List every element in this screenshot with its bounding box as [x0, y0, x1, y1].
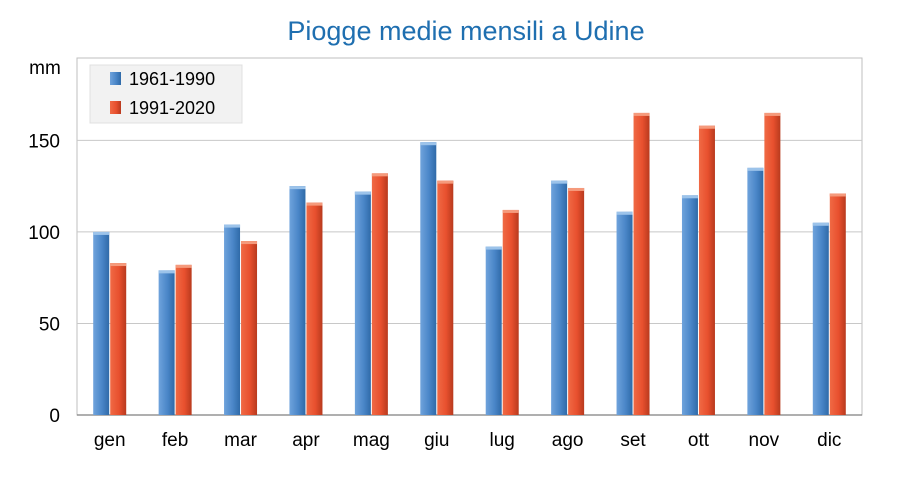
- x-tick-label-ott: ott: [688, 430, 710, 451]
- bar-top-gen-1961-1990: [93, 231, 110, 235]
- bar-top-set-1961-1990: [616, 211, 633, 215]
- bar-feb-1961-1990: [158, 270, 175, 415]
- bar-ago-1991-2020: [568, 187, 585, 415]
- bar-top-nov-1961-1990: [747, 167, 764, 171]
- bar-top-ago-1961-1990: [551, 180, 568, 184]
- bar-giu-1961-1990: [420, 142, 437, 415]
- bar-top-apr-1991-2020: [306, 202, 323, 206]
- bar-top-set-1991-2020: [633, 112, 650, 116]
- bar-apr-1961-1990: [289, 186, 306, 415]
- bar-lug-1991-2020: [502, 209, 519, 415]
- bar-top-dic-1961-1990: [812, 222, 829, 226]
- bar-dic-1961-1990: [812, 222, 829, 415]
- legend-swatch-1961-1990: [110, 72, 121, 85]
- x-tick-label-mag: mag: [353, 430, 390, 451]
- bar-mar-1961-1990: [224, 224, 241, 415]
- x-tick-label-apr: apr: [292, 430, 320, 451]
- legend-swatch-1991-2020: [110, 101, 121, 114]
- x-tick-label-ago: ago: [552, 430, 584, 451]
- bar-dic-1991-2020: [829, 193, 846, 415]
- bar-top-lug-1961-1990: [485, 246, 502, 250]
- legend-label-1991-2020: 1991-2020: [129, 98, 215, 118]
- x-tick-label-lug: lug: [490, 430, 515, 451]
- bar-top-mar-1991-2020: [241, 241, 258, 245]
- bar-top-giu-1991-2020: [437, 180, 454, 184]
- bar-ott-1961-1990: [681, 195, 698, 415]
- bar-feb-1991-2020: [175, 264, 192, 415]
- gridlines: [77, 139, 862, 416]
- bar-mag-1961-1990: [354, 191, 371, 415]
- bar-ott-1991-2020: [698, 125, 715, 415]
- bar-top-nov-1991-2020: [764, 112, 781, 116]
- y-tick-label: 50: [39, 314, 60, 335]
- y-axis-ticks: 0 50 100 150: [28, 131, 60, 427]
- legend-label-1961-1990: 1961-1990: [129, 69, 215, 89]
- bar-nov-1961-1990: [747, 167, 764, 415]
- bar-gen-1991-2020: [110, 263, 127, 415]
- bar-mag-1991-2020: [371, 173, 388, 415]
- bar-set-1961-1990: [616, 211, 633, 415]
- y-axis-unit-label: mm: [29, 58, 61, 79]
- bar-top-mag-1991-2020: [371, 173, 388, 177]
- bar-ago-1961-1990: [551, 180, 568, 415]
- bar-top-mar-1961-1990: [224, 224, 241, 228]
- bar-top-feb-1961-1990: [158, 270, 175, 274]
- bar-mar-1991-2020: [241, 241, 258, 415]
- x-tick-label-feb: feb: [162, 430, 188, 451]
- legend: 1961-1990 1991-2020: [89, 64, 243, 124]
- bars: [93, 112, 846, 415]
- bar-top-ott-1991-2020: [698, 125, 715, 129]
- bar-giu-1991-2020: [437, 180, 454, 415]
- bar-top-giu-1961-1990: [420, 142, 437, 146]
- x-tick-label-dic: dic: [817, 430, 841, 451]
- chart-title: Piogge medie mensili a Udine: [287, 16, 644, 46]
- bar-top-mag-1961-1990: [354, 191, 371, 195]
- bar-set-1991-2020: [633, 112, 650, 415]
- bar-gen-1961-1990: [93, 231, 110, 415]
- bar-apr-1991-2020: [306, 202, 323, 415]
- x-tick-label-giu: giu: [424, 430, 449, 451]
- bar-top-feb-1991-2020: [175, 264, 192, 268]
- bar-nov-1991-2020: [764, 112, 781, 415]
- bar-top-dic-1991-2020: [829, 193, 846, 197]
- x-tick-label-nov: nov: [749, 430, 780, 451]
- bar-top-ott-1961-1990: [681, 195, 698, 199]
- x-tick-label-mar: mar: [224, 430, 257, 451]
- y-tick-label: 100: [28, 223, 60, 244]
- x-axis-ticks: gen feb mar apr mag giu lug ago set ott nov dic: [94, 430, 842, 451]
- bar-top-ago-1991-2020: [568, 187, 585, 191]
- y-tick-label: 150: [28, 131, 60, 152]
- x-tick-label-set: set: [620, 430, 646, 451]
- y-tick-label: 0: [49, 406, 60, 427]
- bar-top-gen-1991-2020: [110, 263, 127, 267]
- bar-lug-1961-1990: [485, 246, 502, 415]
- bar-top-apr-1961-1990: [289, 186, 306, 190]
- bar-top-lug-1991-2020: [502, 209, 519, 213]
- x-tick-label-gen: gen: [94, 430, 126, 451]
